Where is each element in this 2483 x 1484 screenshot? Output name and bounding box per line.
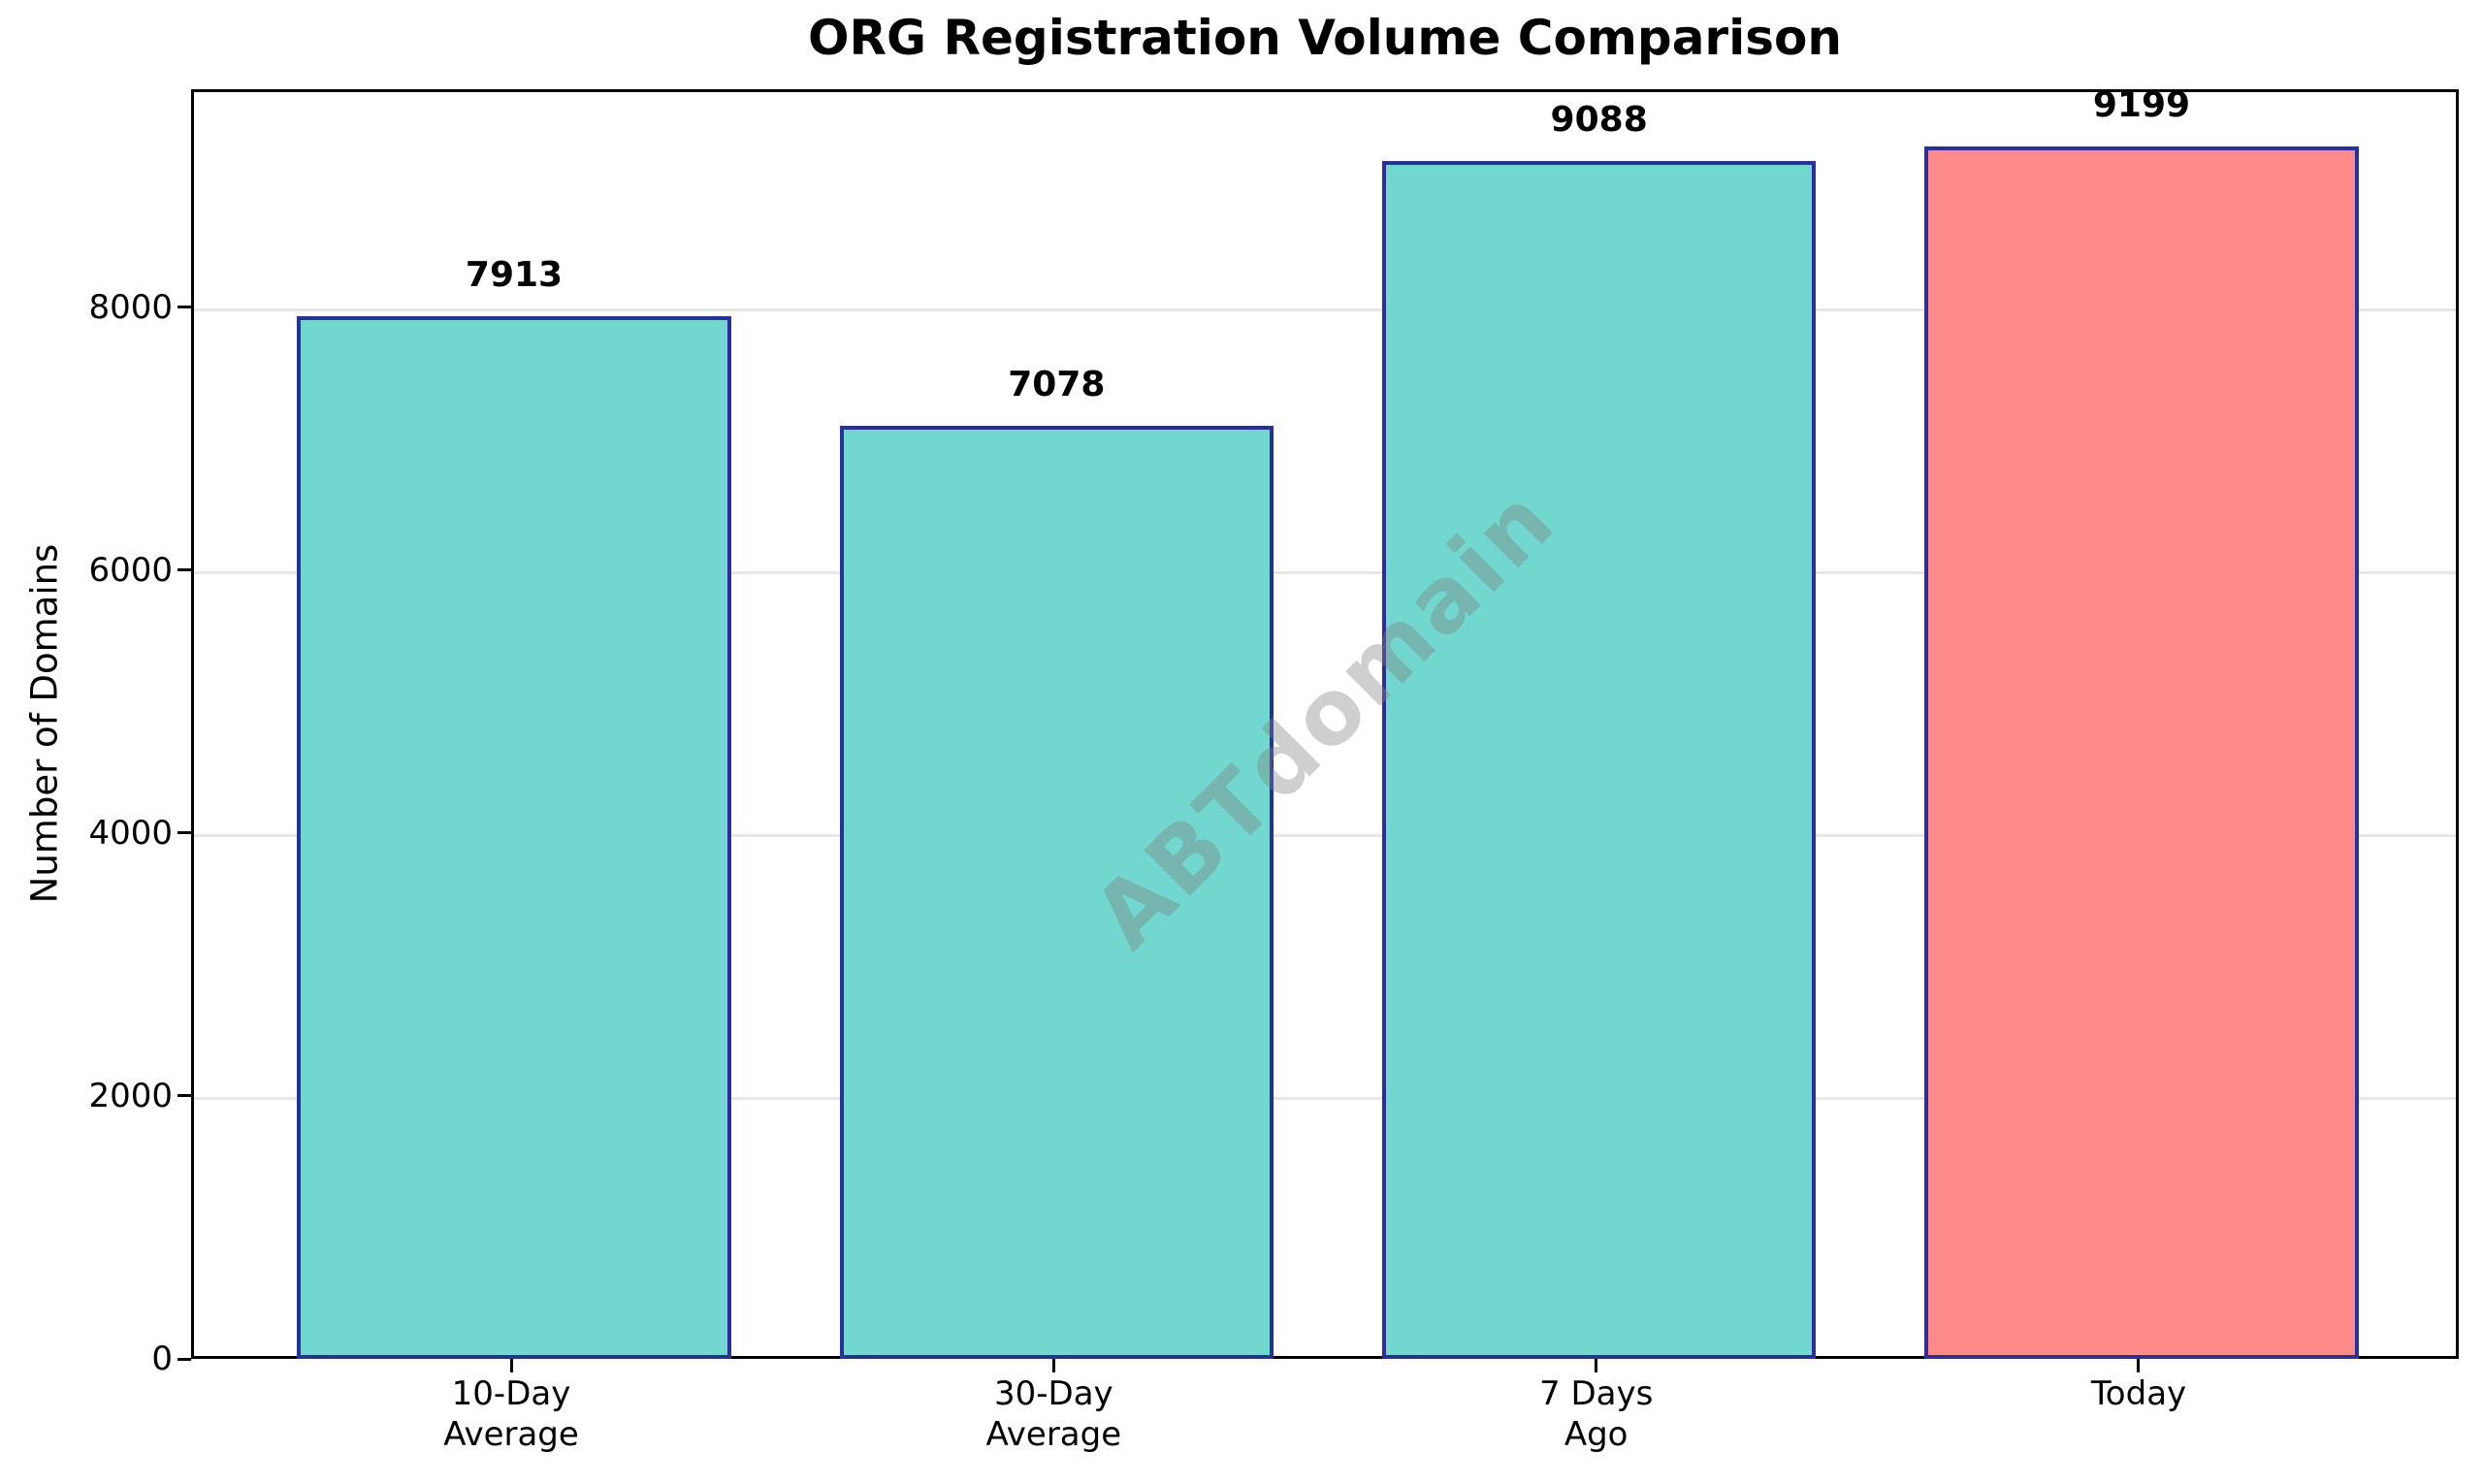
x-tick-label-2: 30-Day Average (985, 1374, 1122, 1454)
bar-1 (297, 315, 731, 1359)
y-tick-mark-2000 (177, 1094, 191, 1098)
chart-title: ORG Registration Volume Comparison (808, 10, 1842, 66)
bar-value-label-3: 9088 (1550, 100, 1648, 141)
y-tick-mark-8000 (177, 306, 191, 309)
bar-2 (839, 425, 1274, 1359)
x-tick-mark-3 (1595, 1359, 1598, 1372)
x-tick-mark-2 (1051, 1359, 1055, 1372)
y-tick-label-6000: 6000 (88, 550, 173, 590)
x-tick-label-1: 10-Day Average (443, 1374, 579, 1454)
y-tick-label-4000: 4000 (88, 813, 173, 853)
gridline-y-8000 (194, 308, 2456, 312)
plot-area: ABTdomain 7913 7078 9088 9199 (191, 85, 2459, 1359)
gridline-y-2000 (194, 1097, 2456, 1101)
x-tick-label-4: Today (2090, 1374, 2187, 1413)
y-tick-mark-4000 (177, 831, 191, 835)
y-tick-label-2000: 2000 (88, 1076, 173, 1115)
bar-4 (1924, 146, 2359, 1359)
bar-3 (1381, 161, 1817, 1359)
y-tick-mark-6000 (177, 568, 191, 572)
bar-value-label-1: 7913 (465, 254, 564, 295)
x-tick-mark-4 (2137, 1359, 2141, 1372)
x-tick-label-3: 7 Days Ago (1539, 1374, 1654, 1454)
bar-value-label-4: 9199 (2092, 85, 2191, 126)
x-tick-mark-1 (509, 1359, 513, 1372)
y-tick-mark-0 (177, 1357, 191, 1361)
gridline-y-4000 (194, 834, 2456, 838)
bar-value-label-2: 7078 (1008, 364, 1106, 404)
y-tick-label-8000: 8000 (88, 287, 173, 327)
gridline-y-6000 (194, 571, 2456, 575)
y-tick-label-0: 0 (151, 1339, 173, 1378)
